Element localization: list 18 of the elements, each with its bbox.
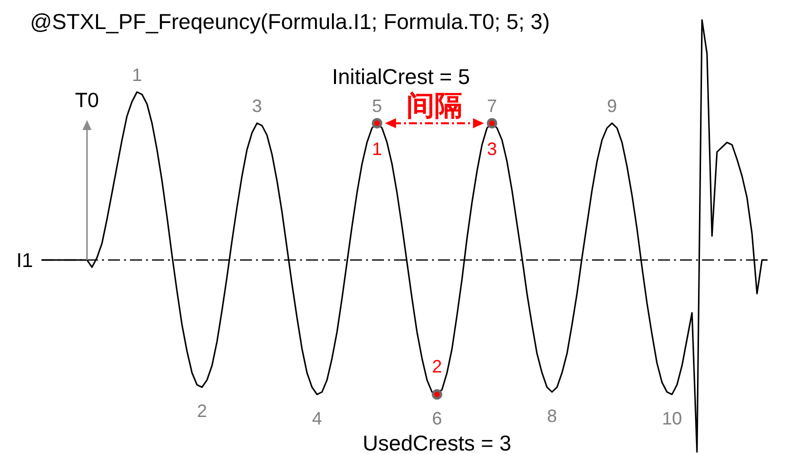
x-tick-label: 9 (606, 96, 618, 116)
ref-line-label: I1 (16, 250, 33, 272)
annotation: 间隔 (406, 90, 462, 122)
x-tick-label: 7 (486, 96, 498, 116)
annotation: 2 (432, 356, 442, 376)
chart-title: @STXL_PF_Freqeuncy(Formula.I1; Formula.T0; 5; 3) (30, 9, 550, 34)
x-tick-label: 2 (196, 401, 208, 422)
x-tick-label: 10 (662, 408, 682, 428)
x-tick-label: 5 (372, 96, 382, 116)
x-tick-label: 6 (432, 408, 442, 428)
x-tick-label: 4 (312, 408, 322, 428)
annotation: UsedCrests = 3 (362, 431, 512, 454)
annotation: T0 (75, 89, 99, 112)
x-tick-label: 8 (546, 406, 558, 426)
annotation: 3 (486, 139, 498, 160)
annotation: InitialCrest = 5 (332, 65, 470, 90)
annotation: 1 (372, 139, 382, 160)
x-tick-label: 3 (252, 96, 262, 116)
